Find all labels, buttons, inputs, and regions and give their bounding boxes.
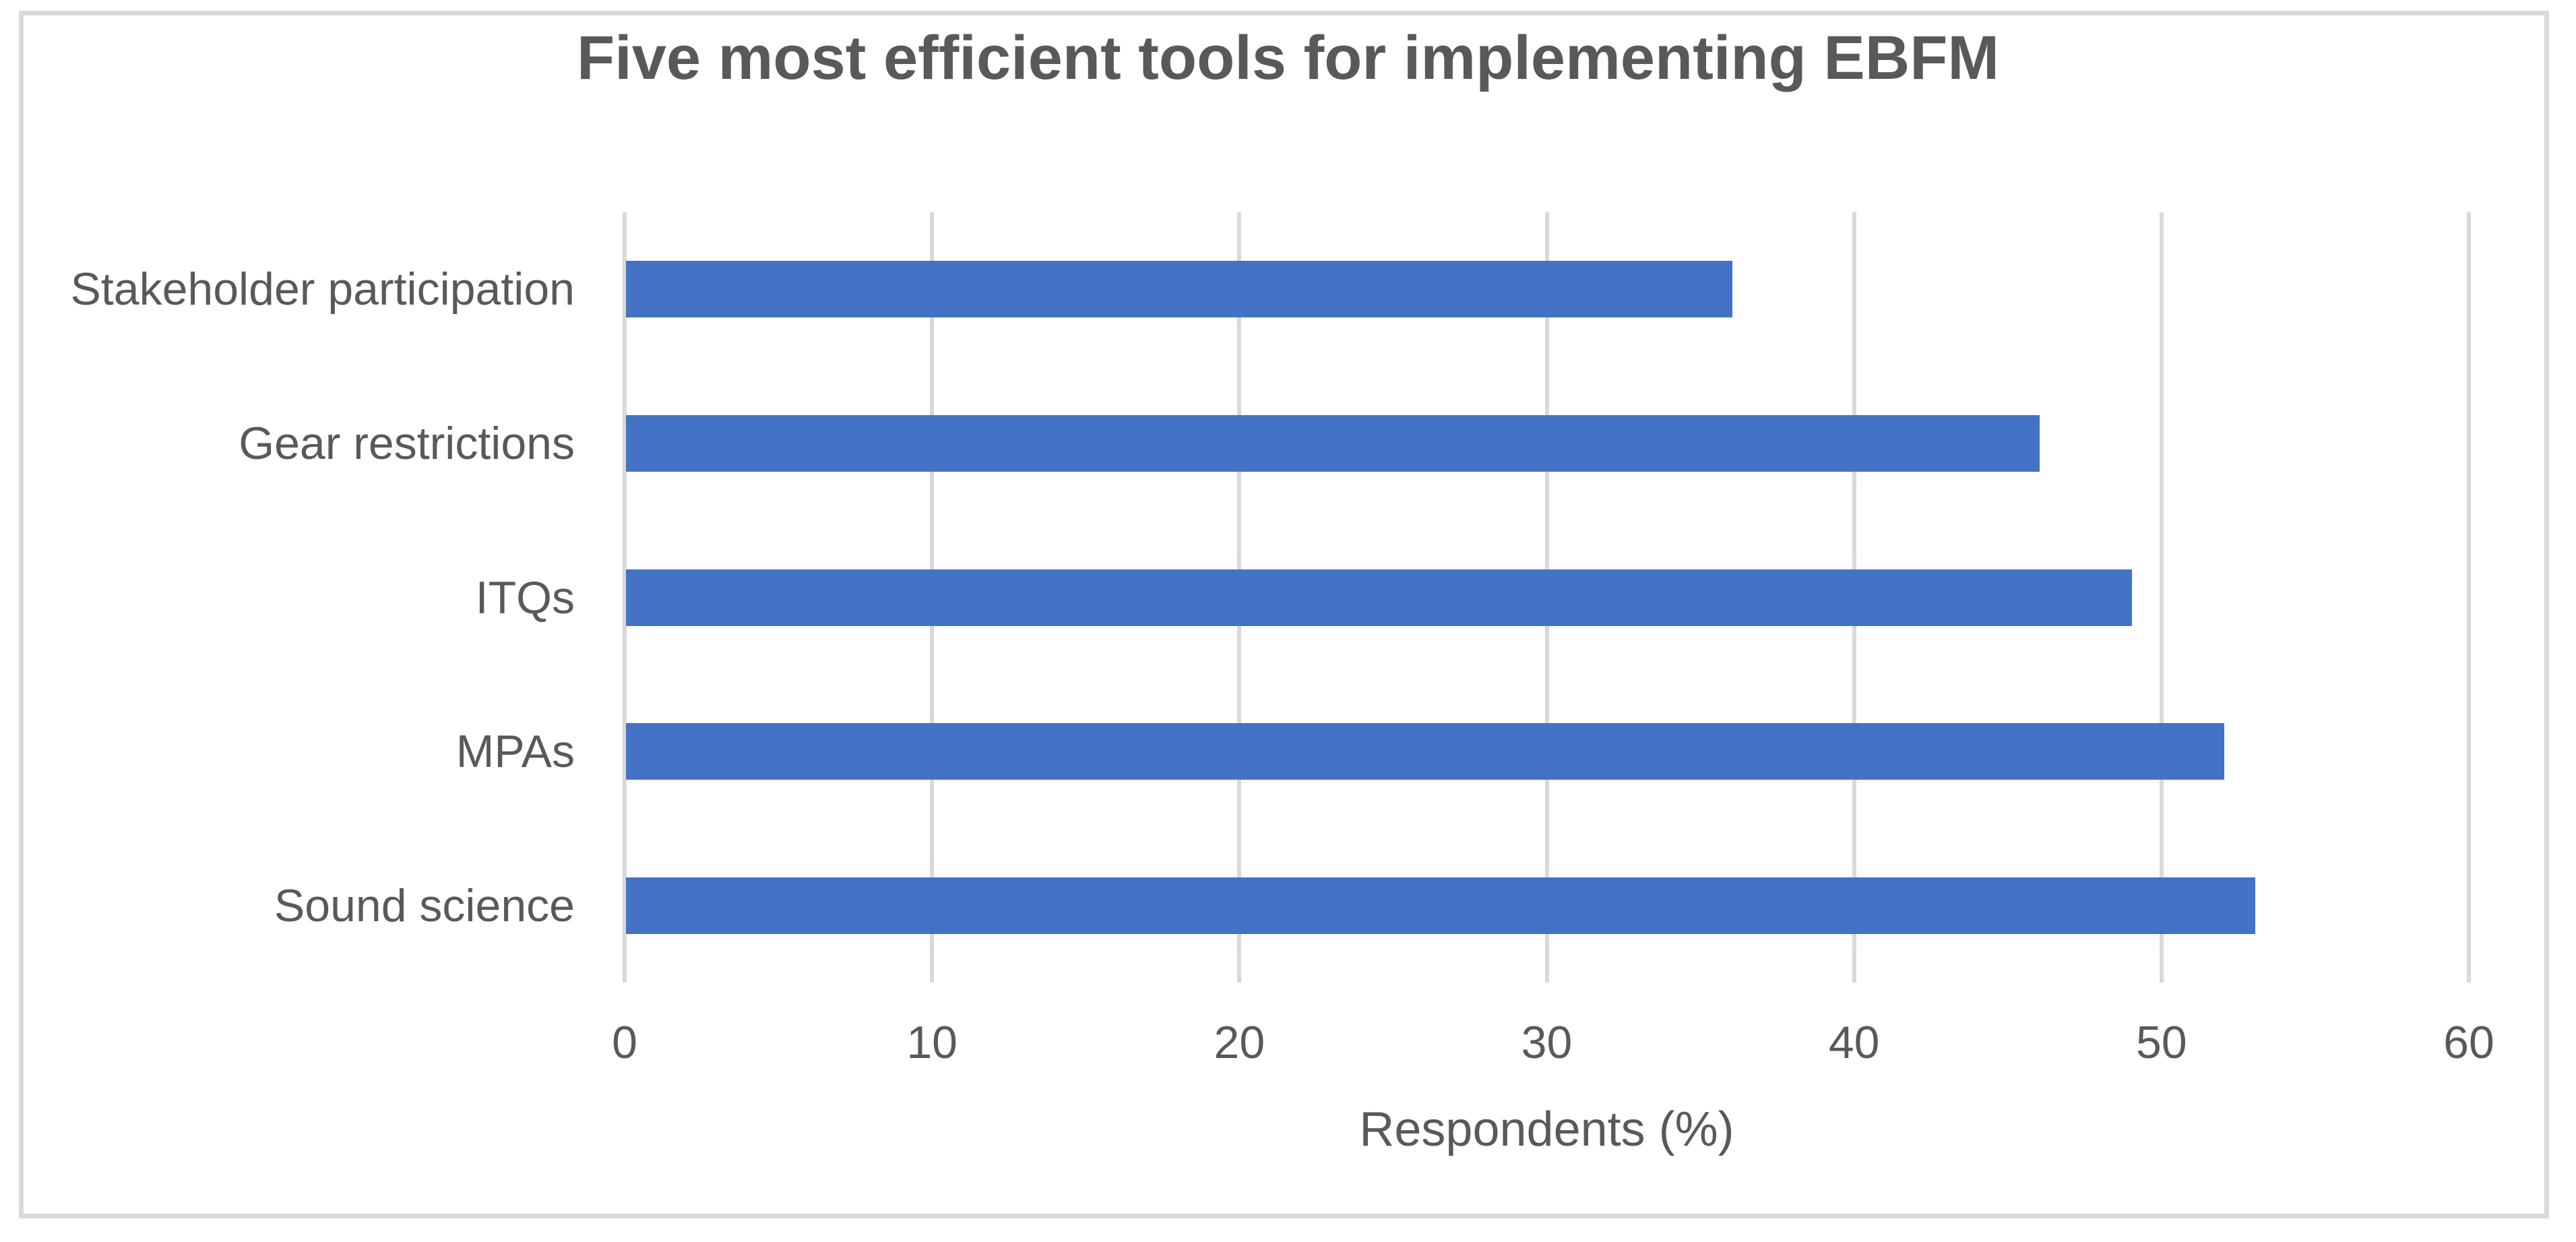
- bar-itqs: [626, 569, 2133, 626]
- x-tick-label-0: 0: [612, 1017, 637, 1068]
- x-tick-label-10: 10: [906, 1017, 957, 1068]
- category-label-stakeholder-participation: Stakeholder participation: [70, 263, 575, 315]
- bar-sound-science: [626, 877, 2255, 934]
- bar-mpas: [626, 723, 2225, 780]
- category-label-itqs: ITQs: [475, 571, 575, 623]
- x-tick-label-60: 60: [2443, 1017, 2494, 1068]
- gridline-x-50: [2159, 212, 2164, 983]
- bar-stakeholder-participation: [626, 261, 1733, 318]
- x-tick-label-30: 30: [1521, 1017, 1573, 1068]
- category-label-mpas: MPAs: [455, 726, 575, 778]
- gridline-x-0: [623, 212, 627, 983]
- x-tick-label-20: 20: [1214, 1017, 1265, 1068]
- chart-frame-border: [19, 11, 2549, 1218]
- gridline-x-60: [2467, 212, 2471, 983]
- bar-gear-restrictions: [626, 414, 2040, 472]
- x-tick-label-50: 50: [2136, 1017, 2187, 1068]
- x-axis-title: Respondents (%): [1359, 1103, 1734, 1156]
- category-label-sound-science: Sound science: [274, 879, 575, 931]
- category-label-gear-restrictions: Gear restrictions: [239, 417, 575, 469]
- chart-title: Five most efficient tools for implementi…: [576, 24, 2000, 92]
- x-tick-label-40: 40: [1828, 1017, 1880, 1068]
